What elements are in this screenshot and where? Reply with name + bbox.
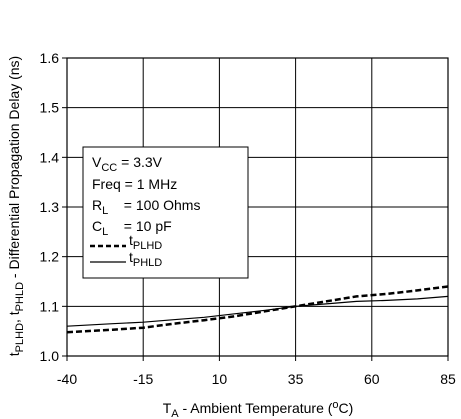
legend-box xyxy=(82,146,249,279)
x-tick-label: -15 xyxy=(133,371,153,387)
condition-vcc: VCC = 3.3V xyxy=(92,154,163,174)
condition-freq: Freq = 1 MHz xyxy=(92,176,177,192)
y-tick-label: 1.4 xyxy=(40,149,60,165)
x-tick-label: 10 xyxy=(212,371,228,387)
series-line-phld xyxy=(66,295,449,327)
y-tick-label: 1.1 xyxy=(40,298,60,314)
y-axis-title: tPLHD, tPHLD - Differential Propagation … xyxy=(6,56,26,356)
x-axis-title: TA - Ambient Temperature (oC) xyxy=(163,399,354,419)
tick-labels: -40 -15 10 35 60 85 1.0 1.1 1.2 1.3 1.4 1.5 1.6 xyxy=(40,50,456,387)
x-tick-label: 35 xyxy=(288,371,304,387)
y-tick-label: 1.0 xyxy=(40,348,60,364)
condition-rl: RL = 100 Ohms xyxy=(92,197,200,217)
y-tick-label: 1.6 xyxy=(40,50,60,66)
legend-label-phld: tPHLD xyxy=(129,249,162,269)
plot-border xyxy=(66,57,449,357)
plot-frame xyxy=(66,57,449,357)
x-tick-label: 85 xyxy=(440,371,456,387)
series-line-plhd xyxy=(66,285,449,334)
condition-cl: CL = 10 pF xyxy=(92,218,172,238)
y-tick-label: 1.2 xyxy=(40,249,60,265)
y-tick-label: 1.5 xyxy=(40,100,60,116)
x-tick-label: 60 xyxy=(364,371,380,387)
y-tick-label: 1.3 xyxy=(40,199,60,215)
x-tick-label: -40 xyxy=(57,371,77,387)
legend-label-plhd: tPLHD xyxy=(129,232,162,252)
legend: VCC = 3.3V Freq = 1 MHz RL = 100 Ohms CL… xyxy=(82,146,249,279)
series-layer xyxy=(66,285,449,334)
